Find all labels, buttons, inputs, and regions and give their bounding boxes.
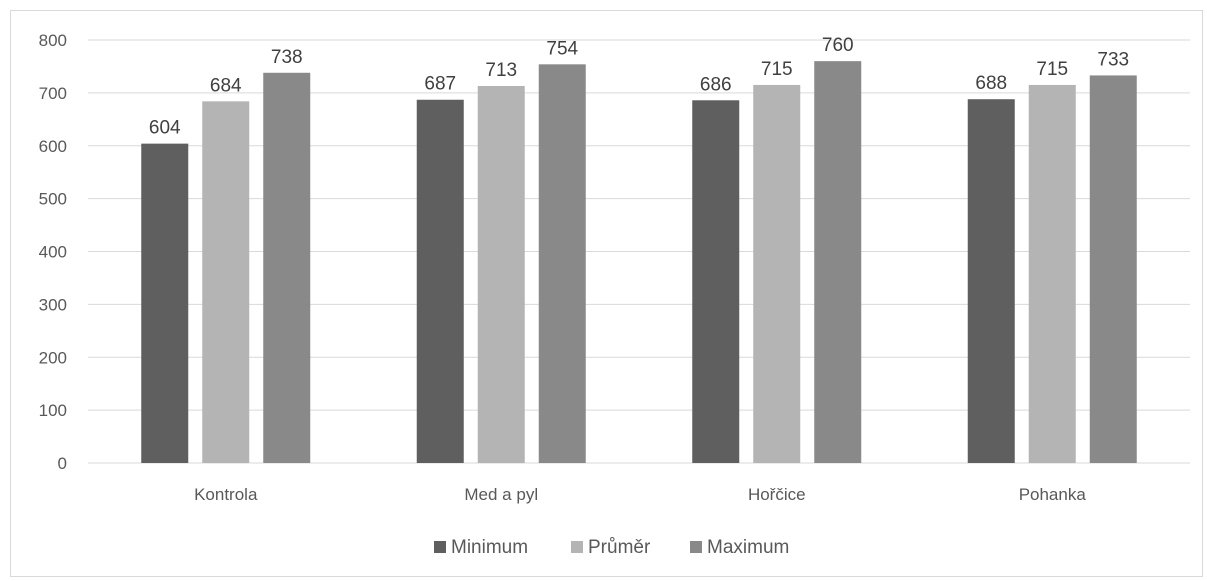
data-label: 686 <box>700 74 732 95</box>
legend-swatch <box>690 541 702 553</box>
data-label: 715 <box>761 59 793 80</box>
data-label: 688 <box>975 73 1007 94</box>
legend-swatch <box>571 541 583 553</box>
data-label: 738 <box>271 47 303 68</box>
bar-maximum-1 <box>538 64 586 463</box>
y-tick-label: 100 <box>39 401 67 420</box>
bar-minimum-3 <box>967 99 1015 463</box>
gridlines <box>88 39 1190 464</box>
bars <box>141 61 1137 464</box>
y-tick-label: 300 <box>39 295 67 314</box>
bar-maximum-2 <box>814 61 862 464</box>
y-axis-ticks: 0 100 200 300 400 500 600 700 800 <box>39 31 67 473</box>
x-category-label: Hořčice <box>748 485 806 504</box>
x-category-label: Med a pyl <box>464 485 538 504</box>
bar-maximum-3 <box>1089 75 1137 464</box>
legend-label: Průměr <box>588 537 651 558</box>
bar-průměr-0 <box>202 101 250 464</box>
data-label: 733 <box>1097 49 1129 70</box>
bar-průměr-2 <box>753 84 801 463</box>
y-tick-label: 500 <box>39 190 67 209</box>
legend-swatch <box>434 541 446 553</box>
bar-minimum-0 <box>141 143 189 463</box>
legend: Minimum Průměr Maximum <box>434 537 789 558</box>
data-labels: 604 684 738 687 713 754 686 715 760 688 715 733 <box>149 35 1129 138</box>
bar-maximum-0 <box>263 72 311 463</box>
bar-minimum-1 <box>416 99 464 463</box>
y-tick-label: 700 <box>39 84 67 103</box>
y-tick-label: 200 <box>39 348 67 367</box>
x-category-label: Kontrola <box>194 485 258 504</box>
x-category-label: Pohanka <box>1019 485 1087 504</box>
bar-průměr-1 <box>477 86 525 463</box>
y-tick-label: 0 <box>58 454 67 473</box>
data-label: 760 <box>822 35 854 56</box>
data-label: 604 <box>149 118 181 139</box>
x-axis-categories: Kontrola Med a pyl Hořčice Pohanka <box>194 485 1086 504</box>
data-label: 754 <box>546 38 578 59</box>
data-label: 687 <box>424 74 456 95</box>
bar-minimum-2 <box>692 100 740 463</box>
bar-průměr-3 <box>1028 84 1076 463</box>
data-label: 684 <box>210 75 242 96</box>
data-label: 713 <box>485 60 517 81</box>
y-tick-label: 600 <box>39 137 67 156</box>
legend-label: Maximum <box>707 537 789 558</box>
y-tick-label: 400 <box>39 243 67 262</box>
y-tick-label: 800 <box>39 31 67 50</box>
data-label: 715 <box>1036 59 1068 80</box>
legend-label: Minimum <box>451 537 528 558</box>
